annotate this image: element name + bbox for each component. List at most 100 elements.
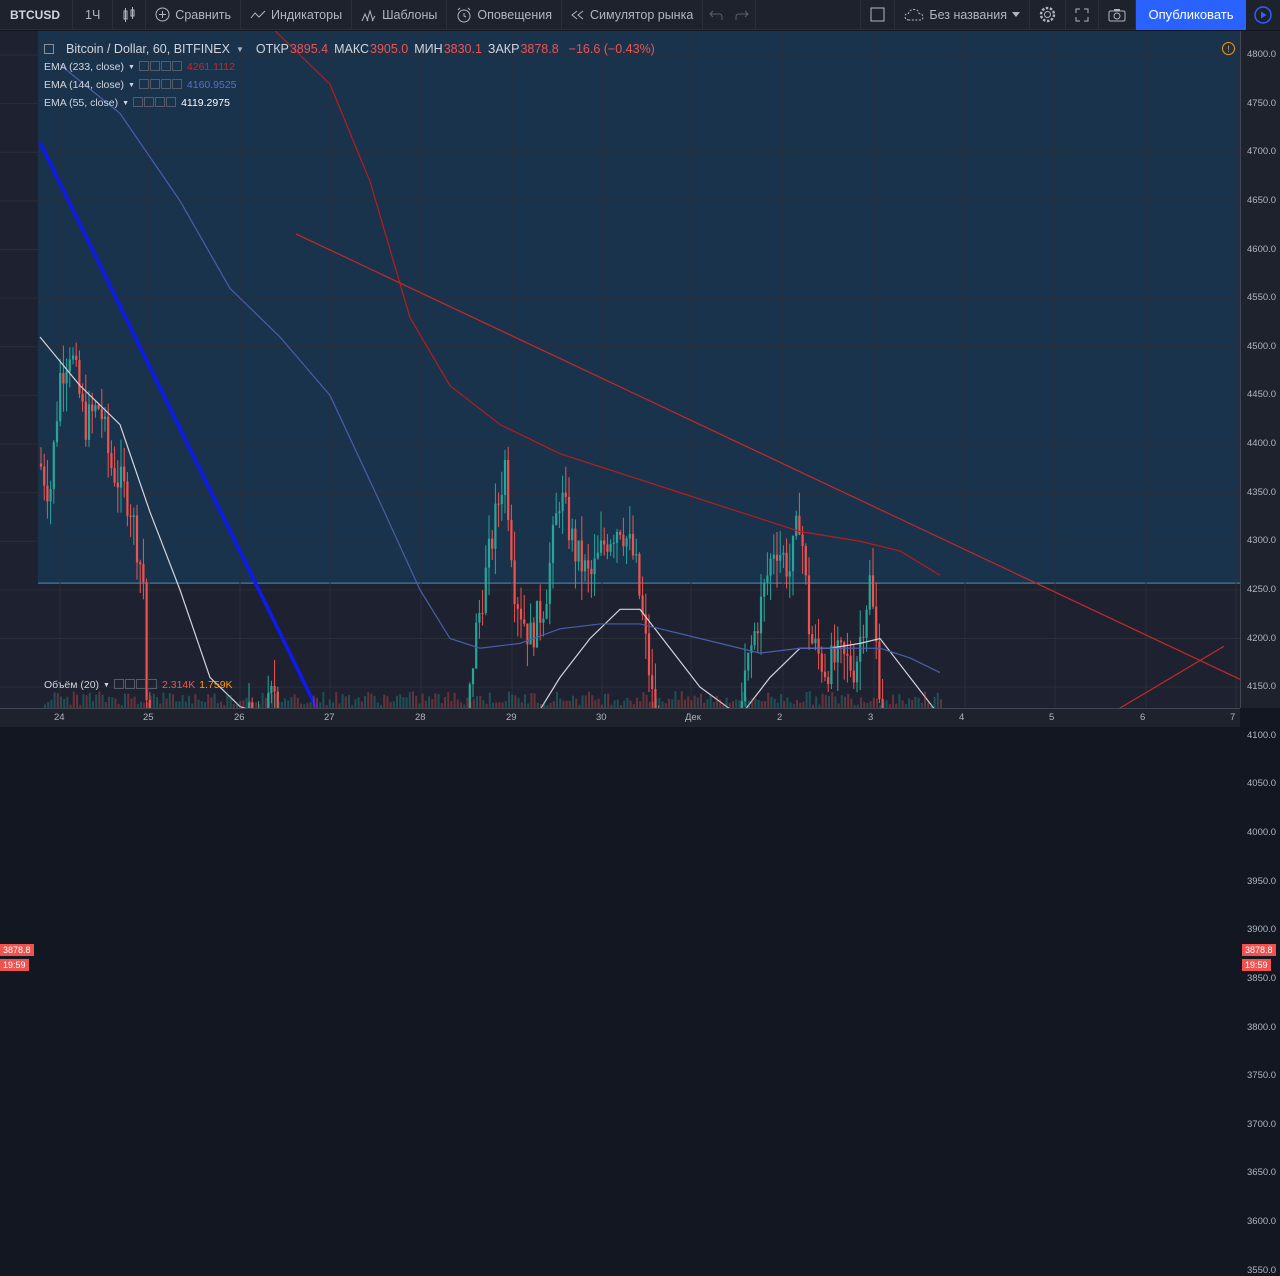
volume-bar <box>671 699 674 708</box>
candle-body <box>526 623 529 645</box>
volume-action-icons[interactable] <box>113 678 158 692</box>
ema144-name: EMA (144, close) <box>44 79 124 91</box>
volume-bar <box>840 695 843 708</box>
time-tick-label: 25 <box>143 712 154 723</box>
price-axis[interactable]: 4800.0 4750.0 4700.0 4650.0 4600.0 4550.0 4500… <box>1240 31 1280 1276</box>
compare-button[interactable]: Сравнить <box>146 0 241 30</box>
alerts-button[interactable]: Оповещения <box>447 0 562 30</box>
time-tick-label: 30 <box>596 712 607 723</box>
volume-bar <box>152 693 155 708</box>
ema144-legend[interactable]: EMA (144, close) ▼ 4160.9525 <box>44 76 237 94</box>
volume-bar <box>687 696 690 708</box>
volume-bar <box>648 701 651 708</box>
candle-body <box>273 685 276 692</box>
volume-bar <box>575 698 578 708</box>
volume-bar <box>850 698 853 708</box>
volume-bar <box>216 703 219 708</box>
volume-bar <box>735 699 738 708</box>
candle-body <box>75 355 78 361</box>
candle-body <box>859 636 862 662</box>
volume-bar <box>543 701 546 708</box>
volume-bar <box>610 704 613 708</box>
price-tick-label: 3750.0 <box>1247 1070 1277 1082</box>
volume-bar <box>373 696 376 708</box>
volume-bar <box>383 694 386 708</box>
volume-bar <box>760 701 763 708</box>
candle-body <box>830 645 833 685</box>
price-chart[interactable] <box>0 31 1240 708</box>
volume-bar <box>792 703 795 708</box>
candle-body <box>561 492 564 512</box>
candle-body <box>535 600 539 648</box>
warning-icon[interactable]: ! <box>1222 42 1235 55</box>
upper-zone-rectangle <box>38 31 1240 584</box>
volume-bar <box>924 691 926 708</box>
collapse-legend-icon[interactable] <box>44 44 54 54</box>
interval-button[interactable]: 1Ч <box>73 0 114 30</box>
volume-bar <box>108 696 110 708</box>
candle-body <box>628 533 631 539</box>
volume-bar <box>236 702 238 708</box>
publish-button[interactable]: Опубликовать <box>1136 0 1246 30</box>
settings-button[interactable] <box>1030 0 1066 30</box>
time-tick-label: 28 <box>415 712 426 723</box>
volume-bar <box>812 704 814 708</box>
ema233-legend[interactable]: EMA (233, close) ▼ 4261.1112 <box>44 58 237 76</box>
ema144-chevron-icon[interactable]: ▼ <box>127 81 135 89</box>
candle-body <box>647 633 651 676</box>
volume-bar <box>284 698 286 708</box>
undo-button[interactable] <box>703 0 729 30</box>
volume-bar <box>181 695 184 708</box>
templates-button[interactable]: Шаблоны <box>352 0 448 30</box>
symbol-search[interactable]: BTCUSD <box>0 0 73 30</box>
candle-body <box>81 393 84 402</box>
volume-bar <box>700 693 702 708</box>
fullscreen-button[interactable] <box>1066 0 1099 30</box>
price-tick-label: 4250.0 <box>1247 583 1277 595</box>
ema55-legend[interactable]: EMA (55, close) ▼ 4119.2975 <box>44 94 237 112</box>
multi-chart-layout-button[interactable] <box>860 0 896 30</box>
snapshot-button[interactable] <box>1099 0 1136 30</box>
volume-bar <box>309 702 312 708</box>
candle-body <box>97 405 100 409</box>
ema55-action-icons[interactable] <box>133 96 177 110</box>
redo-button[interactable] <box>729 0 757 30</box>
candle-body <box>798 515 801 535</box>
high-label: МАКС <box>334 42 370 56</box>
time-axis[interactable]: 24 25 26 27 28 29 30 Дек 2 3 4 5 6 7 <box>0 708 1240 727</box>
price-tick-label: 3950.0 <box>1247 875 1277 887</box>
volume-bar <box>642 692 645 708</box>
layout-name-button[interactable]: Без названия <box>895 0 1030 30</box>
volume-bar <box>437 694 440 708</box>
chart-type-button[interactable] <box>113 0 147 30</box>
indicators-button[interactable]: Индикаторы <box>241 0 353 30</box>
candle-body <box>87 404 91 440</box>
volume-bar <box>332 702 334 708</box>
volume-bar <box>479 695 482 708</box>
volume-bar <box>856 704 859 708</box>
candle-body <box>878 641 881 700</box>
volume-bar <box>824 694 827 708</box>
volume-bar <box>335 692 338 708</box>
candle-body <box>593 558 596 575</box>
candle-body <box>631 533 635 556</box>
ema233-action-icons[interactable] <box>138 60 183 74</box>
ema233-chevron-icon[interactable]: ▼ <box>127 63 135 71</box>
ema55-chevron-icon[interactable]: ▼ <box>122 99 130 107</box>
volume-chevron-icon[interactable]: ▼ <box>103 681 110 689</box>
close-value: 3878.8 <box>520 42 559 56</box>
candle-body <box>862 636 865 638</box>
volume-bar <box>354 699 357 708</box>
candle-body <box>747 652 750 671</box>
time-tick-label: 7 <box>1230 712 1236 723</box>
volume-legend[interactable]: Объём (20) ▼ 2.314K 1.759K <box>44 676 233 694</box>
series-title-chevron-icon[interactable]: ▼ <box>235 44 244 54</box>
volume-value-2: 1.759K <box>199 679 233 691</box>
price-tick-label: 4750.0 <box>1247 97 1277 109</box>
time-tick-label: 29 <box>506 712 517 723</box>
publish-play-button[interactable] <box>1246 0 1280 30</box>
time-tick-label: 24 <box>54 712 65 723</box>
chart-pane[interactable] <box>0 31 1240 708</box>
ema144-action-icons[interactable] <box>138 78 183 92</box>
replay-button[interactable]: Симулятор рынка <box>562 0 704 30</box>
